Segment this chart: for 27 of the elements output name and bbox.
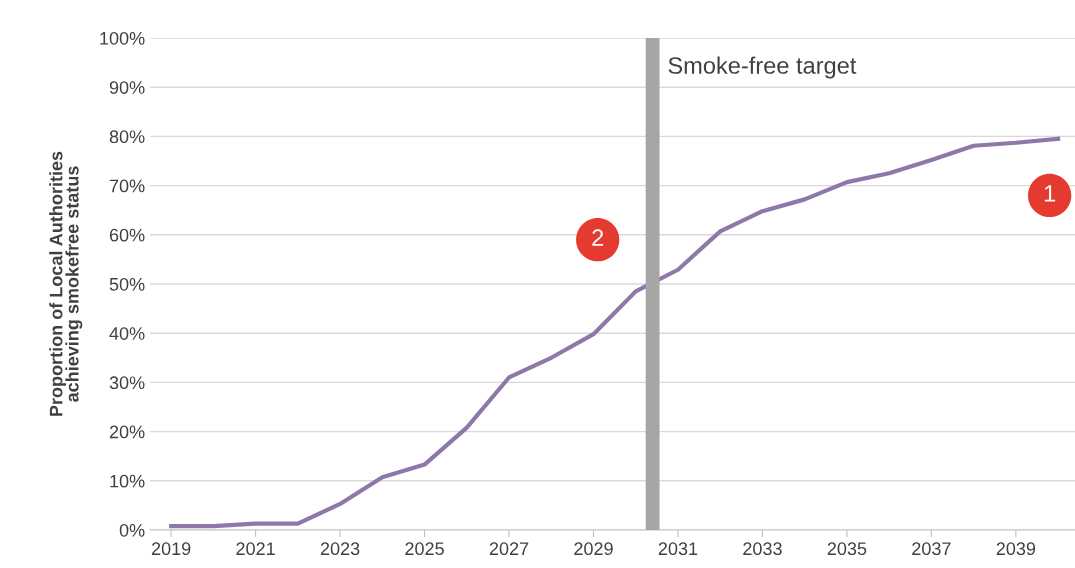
y-tick-label: 90% — [109, 81, 145, 94]
y-tick-label: 80% — [109, 130, 145, 144]
x-tick-label: 2025 — [405, 542, 444, 556]
ref-line-label: Smoke-free target — [668, 56, 857, 79]
line-series — [169, 136, 1061, 529]
x-tick-label: 2037 — [912, 542, 951, 556]
y-axis-title: Proportion of Local Authorities achieving smokefree status — [49, 151, 83, 416]
annotation: 1 — [1044, 185, 1056, 202]
x-tick-label: 2019 — [151, 542, 191, 556]
x-tick-label: 2021 — [236, 542, 275, 556]
y-tick-label: 40% — [109, 327, 145, 340]
y-tick-label: 30% — [109, 376, 145, 390]
x-tick-label: 2023 — [320, 542, 360, 556]
x-tick-label: 2033 — [743, 542, 782, 556]
y-tick-label: 20% — [109, 425, 145, 439]
y-tick-label: 0% — [119, 523, 145, 537]
annotation: 2 — [592, 229, 604, 246]
y-tick-label: 10% — [110, 474, 145, 488]
y-tick-label: 60% — [109, 228, 145, 242]
x-tick-label: 2027 — [489, 542, 529, 556]
x-tick-label: 2031 — [658, 542, 698, 556]
y-tick-label: 70% — [109, 179, 145, 193]
y-tick-label: 100% — [100, 31, 145, 45]
y-tick-label: 50% — [109, 277, 145, 291]
x-tick-label: 2029 — [574, 542, 613, 556]
x-tick-label: 2035 — [827, 542, 867, 556]
x-tick-label: 2039 — [996, 542, 1036, 556]
